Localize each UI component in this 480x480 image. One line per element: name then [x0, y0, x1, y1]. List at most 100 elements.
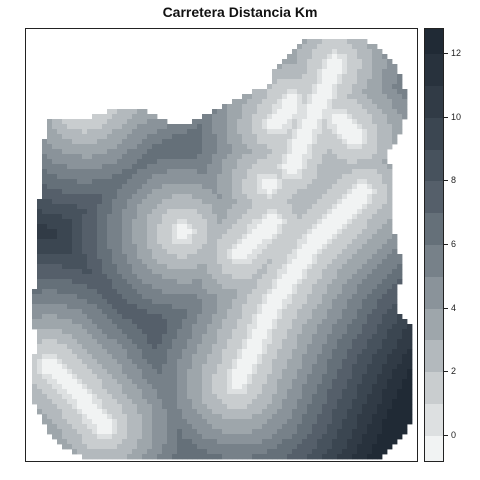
raster-cell [242, 164, 248, 170]
raster-cell [227, 244, 233, 250]
raster-cell [182, 344, 188, 350]
raster-cell [62, 309, 68, 315]
raster-cell [247, 369, 253, 375]
raster-cell [37, 209, 43, 215]
raster-cell [167, 229, 173, 235]
raster-cell [247, 154, 253, 160]
raster-cell [332, 409, 338, 415]
raster-cell [352, 389, 358, 395]
raster-cell [157, 249, 163, 255]
raster-cell [217, 299, 223, 305]
raster-cell [82, 309, 88, 315]
raster-cell [252, 124, 258, 130]
raster-cell [52, 379, 58, 385]
raster-cell [292, 214, 298, 220]
raster-cell [77, 264, 83, 270]
raster-cell [242, 174, 248, 180]
raster-cell [232, 214, 238, 220]
raster-cell [182, 419, 188, 425]
raster-cell [147, 419, 153, 425]
raster-cell [152, 279, 158, 285]
raster-cell [182, 184, 188, 190]
raster-cell [242, 129, 248, 135]
raster-cell [92, 119, 98, 125]
raster-cell [192, 389, 198, 395]
raster-cell [217, 329, 223, 335]
raster-cell [312, 124, 318, 130]
raster-cell [332, 229, 338, 235]
raster-cell [117, 409, 123, 415]
raster-cell [207, 309, 213, 315]
raster-cell [302, 159, 308, 165]
raster-cell [327, 369, 333, 375]
raster-cell [347, 249, 353, 255]
raster-cell [212, 179, 218, 185]
raster-cell [262, 409, 268, 415]
raster-cell [347, 374, 353, 380]
raster-cell [182, 149, 188, 155]
raster-cell [342, 329, 348, 335]
raster-cell [137, 314, 143, 320]
raster-cell [152, 324, 158, 330]
raster-cell [172, 184, 178, 190]
raster-cell [322, 414, 328, 420]
raster-cell [127, 239, 133, 245]
raster-cell [327, 334, 333, 340]
raster-cell [147, 189, 153, 195]
raster-cell [317, 224, 323, 230]
raster-cell [247, 189, 253, 195]
raster-cell [367, 179, 373, 185]
raster-cell [322, 49, 328, 55]
raster-cell [202, 254, 208, 260]
raster-cell [277, 294, 283, 300]
raster-cell [42, 394, 48, 400]
raster-cell [82, 274, 88, 280]
raster-cell [87, 314, 93, 320]
raster-cell [262, 349, 268, 355]
raster-cell [112, 159, 118, 165]
raster-cell [302, 59, 308, 65]
raster-cell [72, 214, 78, 220]
raster-cell [267, 119, 273, 125]
raster-cell [72, 389, 78, 395]
raster-cell [307, 264, 313, 270]
raster-cell [297, 149, 303, 155]
raster-cell [137, 139, 143, 145]
raster-cell [372, 59, 378, 65]
raster-cell [302, 349, 308, 355]
raster-cell [322, 254, 328, 260]
raster-cell [337, 384, 343, 390]
raster-cell [112, 399, 118, 405]
raster-cell [102, 129, 108, 135]
raster-cell [157, 184, 163, 190]
raster-cell [302, 364, 308, 370]
raster-cell [272, 84, 278, 90]
raster-cell [102, 284, 108, 290]
raster-cell [182, 164, 188, 170]
raster-cell [177, 394, 183, 400]
raster-cell [72, 289, 78, 295]
raster-cell [122, 379, 128, 385]
raster-cell [122, 279, 128, 285]
raster-cell [122, 304, 128, 310]
raster-cell [382, 94, 388, 100]
raster-cell [332, 254, 338, 260]
raster-cell [187, 344, 193, 350]
raster-cell [312, 89, 318, 95]
raster-cell [77, 409, 83, 415]
raster-cell [142, 169, 148, 175]
raster-cell [332, 129, 338, 135]
raster-cell [177, 349, 183, 355]
raster-cell [367, 319, 373, 325]
raster-cell [97, 294, 103, 300]
raster-cell [382, 329, 388, 335]
raster-cell [127, 204, 133, 210]
raster-cell [137, 249, 143, 255]
raster-cell [92, 139, 98, 145]
raster-cell [157, 144, 163, 150]
raster-cell [67, 169, 73, 175]
raster-cell [42, 369, 48, 375]
raster-cell [102, 344, 108, 350]
raster-cell [362, 299, 368, 305]
raster-cell [332, 294, 338, 300]
